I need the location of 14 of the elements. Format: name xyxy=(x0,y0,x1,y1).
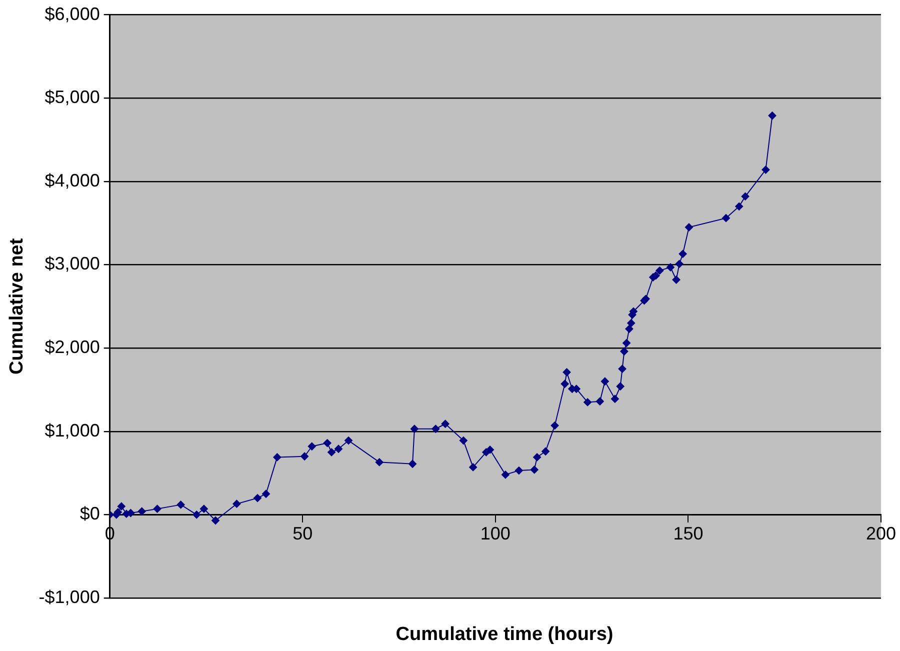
y-tick-label: $2,000 xyxy=(44,337,100,358)
y-tick-label: $3,000 xyxy=(44,254,100,274)
y-tick-label: $4,000 xyxy=(44,170,100,190)
x-tick-label: 50 xyxy=(292,523,313,544)
x-tick-label: 150 xyxy=(673,523,704,544)
y-axis-title: Cumulative net xyxy=(6,238,28,374)
y-tick-label: -$1,000 xyxy=(38,586,100,607)
y-tick-label: $1,000 xyxy=(44,420,100,440)
x-axis-title: Cumulative time (hours) xyxy=(394,624,614,646)
y-tick-label: $5,000 xyxy=(44,87,100,108)
y-tick-label: $6,000 xyxy=(44,4,100,24)
y-tick-label: $0 xyxy=(80,504,100,524)
x-tick-label: 100 xyxy=(480,523,510,544)
x-tick-label: 200 xyxy=(866,523,896,544)
